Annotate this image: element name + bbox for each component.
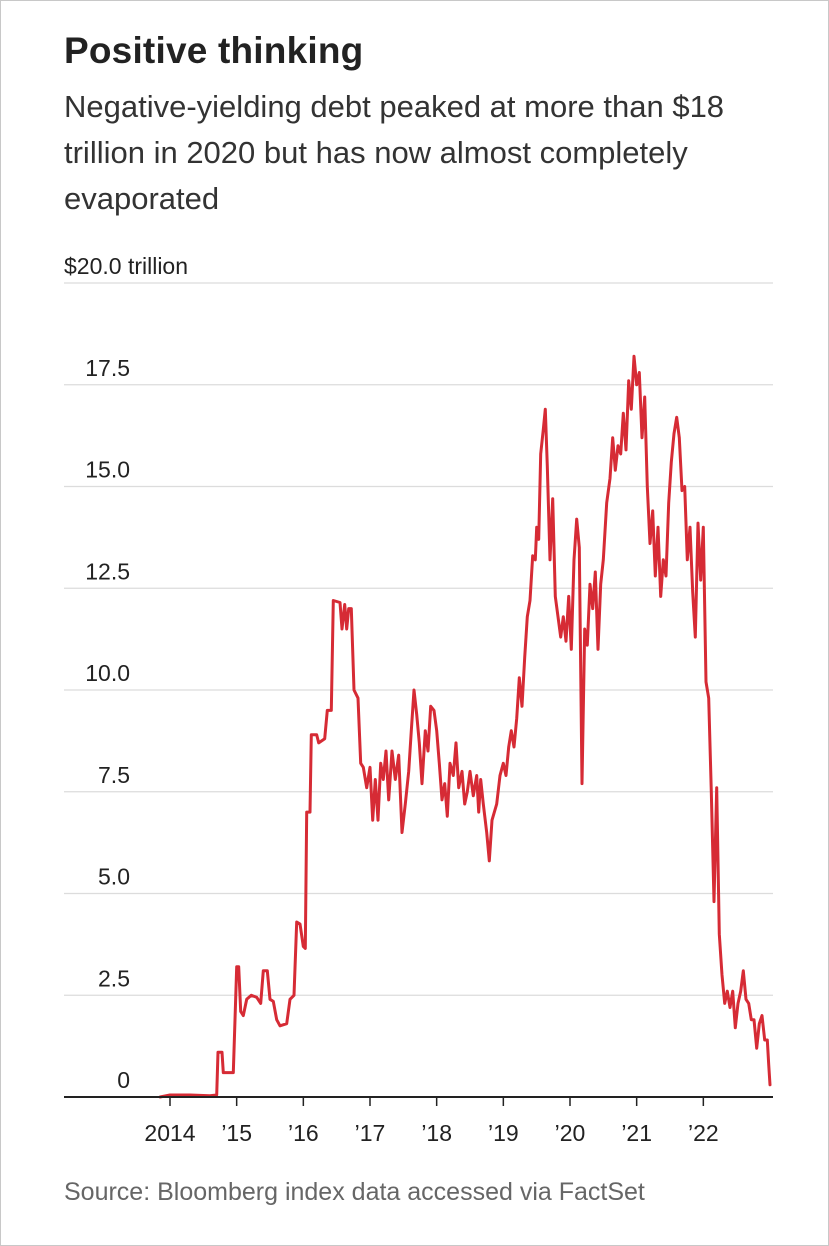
y-tick-label: 2.5	[98, 965, 130, 991]
y-tick-label: 10.0	[85, 660, 130, 686]
y-tick-label: 7.5	[98, 762, 130, 788]
x-tick-label: ’16	[288, 1120, 319, 1146]
x-tick-label: ’22	[688, 1120, 719, 1146]
y-unit-label: $20.0 trillion	[64, 253, 188, 279]
x-tick-label: ’19	[488, 1120, 519, 1146]
x-tick-label: ’21	[621, 1120, 652, 1146]
y-tick-label: 15.0	[85, 457, 130, 483]
series-line	[158, 354, 772, 1099]
x-tick-label: 2014	[144, 1120, 195, 1146]
x-tick-label: ’18	[421, 1120, 452, 1146]
line-chart: 0 2.5 5.0 7.5 10.0 12.5 15.0 17.5 $20.0 trillion…	[64, 253, 773, 1146]
y-tick-label: 12.5	[85, 558, 130, 584]
x-axis: 2014 ’15 ’16 ’17 ’18 ’19 ’20 ’21 ’22	[64, 1096, 773, 1146]
y-tick-label: 0	[117, 1067, 130, 1093]
x-tick-label: ’20	[555, 1120, 586, 1146]
y-axis-labels: 0 2.5 5.0 7.5 10.0 12.5 15.0 17.5 $20.0 trillion	[64, 253, 188, 1093]
x-tick-label: ’15	[221, 1120, 252, 1146]
source-note: Source: Bloomberg index data accessed vi…	[64, 1178, 645, 1206]
y-tick-label: 17.5	[85, 355, 130, 381]
chart-subtitle: Negative-yielding debt peaked at more th…	[64, 89, 725, 216]
chart-title: Positive thinking	[64, 30, 364, 71]
y-tick-label: 5.0	[98, 864, 130, 890]
series-layer	[158, 354, 772, 1099]
gridlines	[64, 282, 773, 996]
x-tick-label: ’17	[355, 1120, 386, 1146]
